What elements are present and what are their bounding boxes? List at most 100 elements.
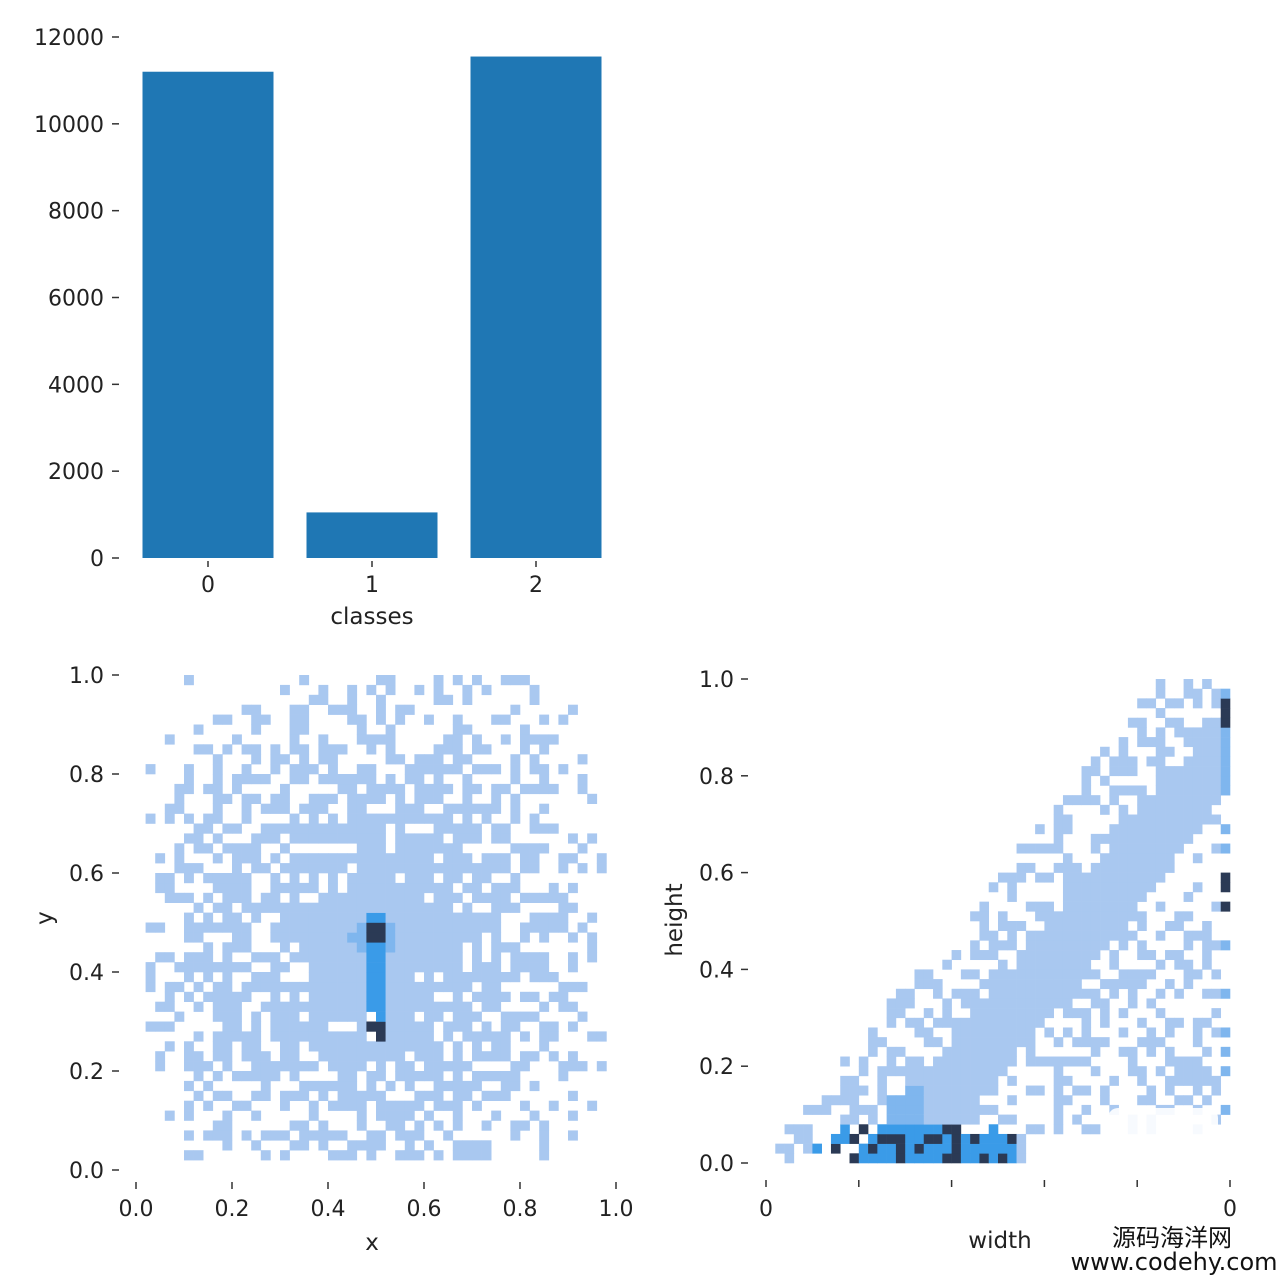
xy-heatmap-cell — [193, 863, 204, 874]
xy-heatmap-cell — [222, 902, 233, 913]
wh-heatmap-cell — [1100, 1095, 1110, 1106]
wh-heatmap-cell — [951, 1017, 962, 1028]
wh-heatmap-cell — [1127, 891, 1138, 902]
xy-heatmap-cell — [433, 1150, 444, 1161]
wh-heatmap-cell — [1109, 785, 1119, 796]
xy-heatmap-cell — [376, 1041, 386, 1052]
xy-heatmap-cell — [481, 981, 492, 993]
xy-heatmap-cell — [510, 1011, 521, 1022]
xy-heatmap-cell — [568, 1130, 578, 1141]
xy-heatmap-cell — [376, 1061, 386, 1072]
xy-heatmap-cell — [577, 843, 588, 854]
xy-heatmap-cell — [232, 912, 242, 923]
wh-heatmap-cell — [1072, 862, 1082, 873]
xy-heatmap-cell — [520, 932, 530, 943]
xy-heatmap-cell — [462, 902, 473, 913]
xy-y-axis: 0.00.20.40.60.81.0 — [69, 664, 119, 1184]
wh-x-axis-label: width — [968, 1228, 1031, 1254]
xy-heatmap-cell — [510, 774, 521, 785]
xy-heatmap-cell — [251, 793, 262, 804]
xy-heatmap-cell — [414, 912, 425, 923]
wh-heatmap-cell — [951, 1085, 962, 1096]
xy-heatmap-cell — [491, 942, 502, 953]
wh-heatmap-cell — [1090, 1124, 1101, 1135]
xy-heatmap-cell — [280, 981, 290, 993]
wh-heatmap-cell — [1202, 940, 1212, 951]
wh-heatmap-cell — [1192, 746, 1203, 757]
xy-heatmap-cell — [404, 972, 415, 983]
xy-heatmap-cell — [587, 793, 598, 804]
wh-heatmap-cell — [1081, 988, 1092, 999]
wh-heatmap-cell — [1062, 1075, 1073, 1086]
xy-heatmap-cell — [481, 873, 492, 884]
xy-heatmap-cell — [452, 734, 463, 745]
xy-heatmap-cell — [472, 932, 482, 943]
xy-heatmap-cell — [212, 714, 223, 725]
xy-heatmap-cell — [404, 1110, 415, 1121]
bar-x-tick-label: 1 — [365, 573, 379, 598]
xy-heatmap-cell — [395, 882, 406, 894]
xy-heatmap-cell — [308, 853, 319, 864]
xy-heatmap-cell — [462, 1001, 473, 1012]
wh-heatmap-cell — [1118, 853, 1129, 864]
xy-heatmap-cell — [424, 1041, 434, 1052]
wh-heatmap-cell — [1044, 921, 1054, 931]
xy-heatmap-cell — [462, 833, 473, 844]
xy-heatmap-cell — [270, 1031, 281, 1042]
xy-heatmap-cell — [347, 991, 358, 1002]
wh-heatmap-cell — [1137, 785, 1147, 796]
wh-heatmap-cell — [1155, 766, 1166, 777]
xy-heatmap-cell — [414, 1090, 425, 1101]
wh-heatmap-cell — [1081, 891, 1092, 902]
xy-heatmap-cell — [280, 1130, 290, 1141]
wh-heatmap-cell — [1100, 930, 1110, 941]
xy-heatmap-cell — [241, 1130, 252, 1141]
xy-heatmap-cell — [510, 803, 521, 814]
xy-heatmap-cell — [481, 972, 492, 983]
xy-heatmap-cell — [280, 1061, 290, 1072]
wh-heatmap-cell — [1072, 1114, 1082, 1125]
xy-heatmap-cell — [193, 744, 204, 755]
wh-heatmap-cell — [1220, 737, 1231, 748]
wh-heatmap-cell — [1035, 911, 1045, 922]
wh-heatmap-cell — [1211, 1008, 1222, 1019]
xy-heatmap-cell — [222, 793, 233, 804]
wh-heatmap-cell — [933, 1037, 943, 1048]
wh-heatmap-cell — [1081, 930, 1092, 941]
wh-heatmap-cell — [1100, 998, 1110, 1009]
xy-heatmap-cell — [347, 1080, 358, 1092]
wh-heatmap-cell — [1220, 775, 1231, 786]
wh-heatmap-cell — [1202, 746, 1212, 757]
xy-heatmap-cell — [424, 714, 434, 725]
wh-heatmap-cell — [914, 1104, 925, 1115]
xy-heatmap-cell — [203, 843, 214, 854]
xy-heatmap-cell — [299, 704, 310, 715]
xy-heatmap-cell — [510, 1061, 521, 1072]
xy-heatmap-cell — [500, 1011, 511, 1022]
xy-heatmap-cell — [318, 1001, 329, 1012]
xy-heatmap-cell — [424, 972, 434, 983]
xy-heatmap-cell — [251, 1041, 262, 1052]
xy-heatmap-cell — [308, 922, 319, 933]
xy-heatmap-cell — [241, 991, 252, 1002]
wh-heatmap-cell — [1202, 950, 1212, 961]
xy-heatmap-cell — [270, 793, 281, 804]
xy-heatmap-cell — [481, 922, 492, 933]
xy-heatmap-cell — [376, 1100, 386, 1111]
xy-heatmap-cell — [251, 972, 262, 983]
xy-heatmap-cell — [155, 853, 166, 864]
xy-heatmap-cell — [462, 1011, 473, 1022]
xy-heatmap-cell — [452, 1041, 463, 1052]
xy-heatmap-cell — [347, 962, 358, 973]
wh-heatmap-cell — [1165, 804, 1175, 815]
wh-heatmap-cell — [998, 1046, 1008, 1057]
bar-class-0 — [142, 71, 274, 558]
xy-heatmap-cell — [222, 942, 233, 953]
xy-heatmap-cell — [452, 675, 463, 686]
wh-heatmap-cell — [1072, 1037, 1082, 1048]
xy-heatmap-cell — [366, 892, 377, 903]
xy-heatmap-cell — [395, 972, 406, 983]
wh-heatmap-cell — [923, 1153, 934, 1164]
xy-heatmap-cell — [452, 962, 463, 973]
xy-heatmap-cell — [184, 1051, 194, 1062]
